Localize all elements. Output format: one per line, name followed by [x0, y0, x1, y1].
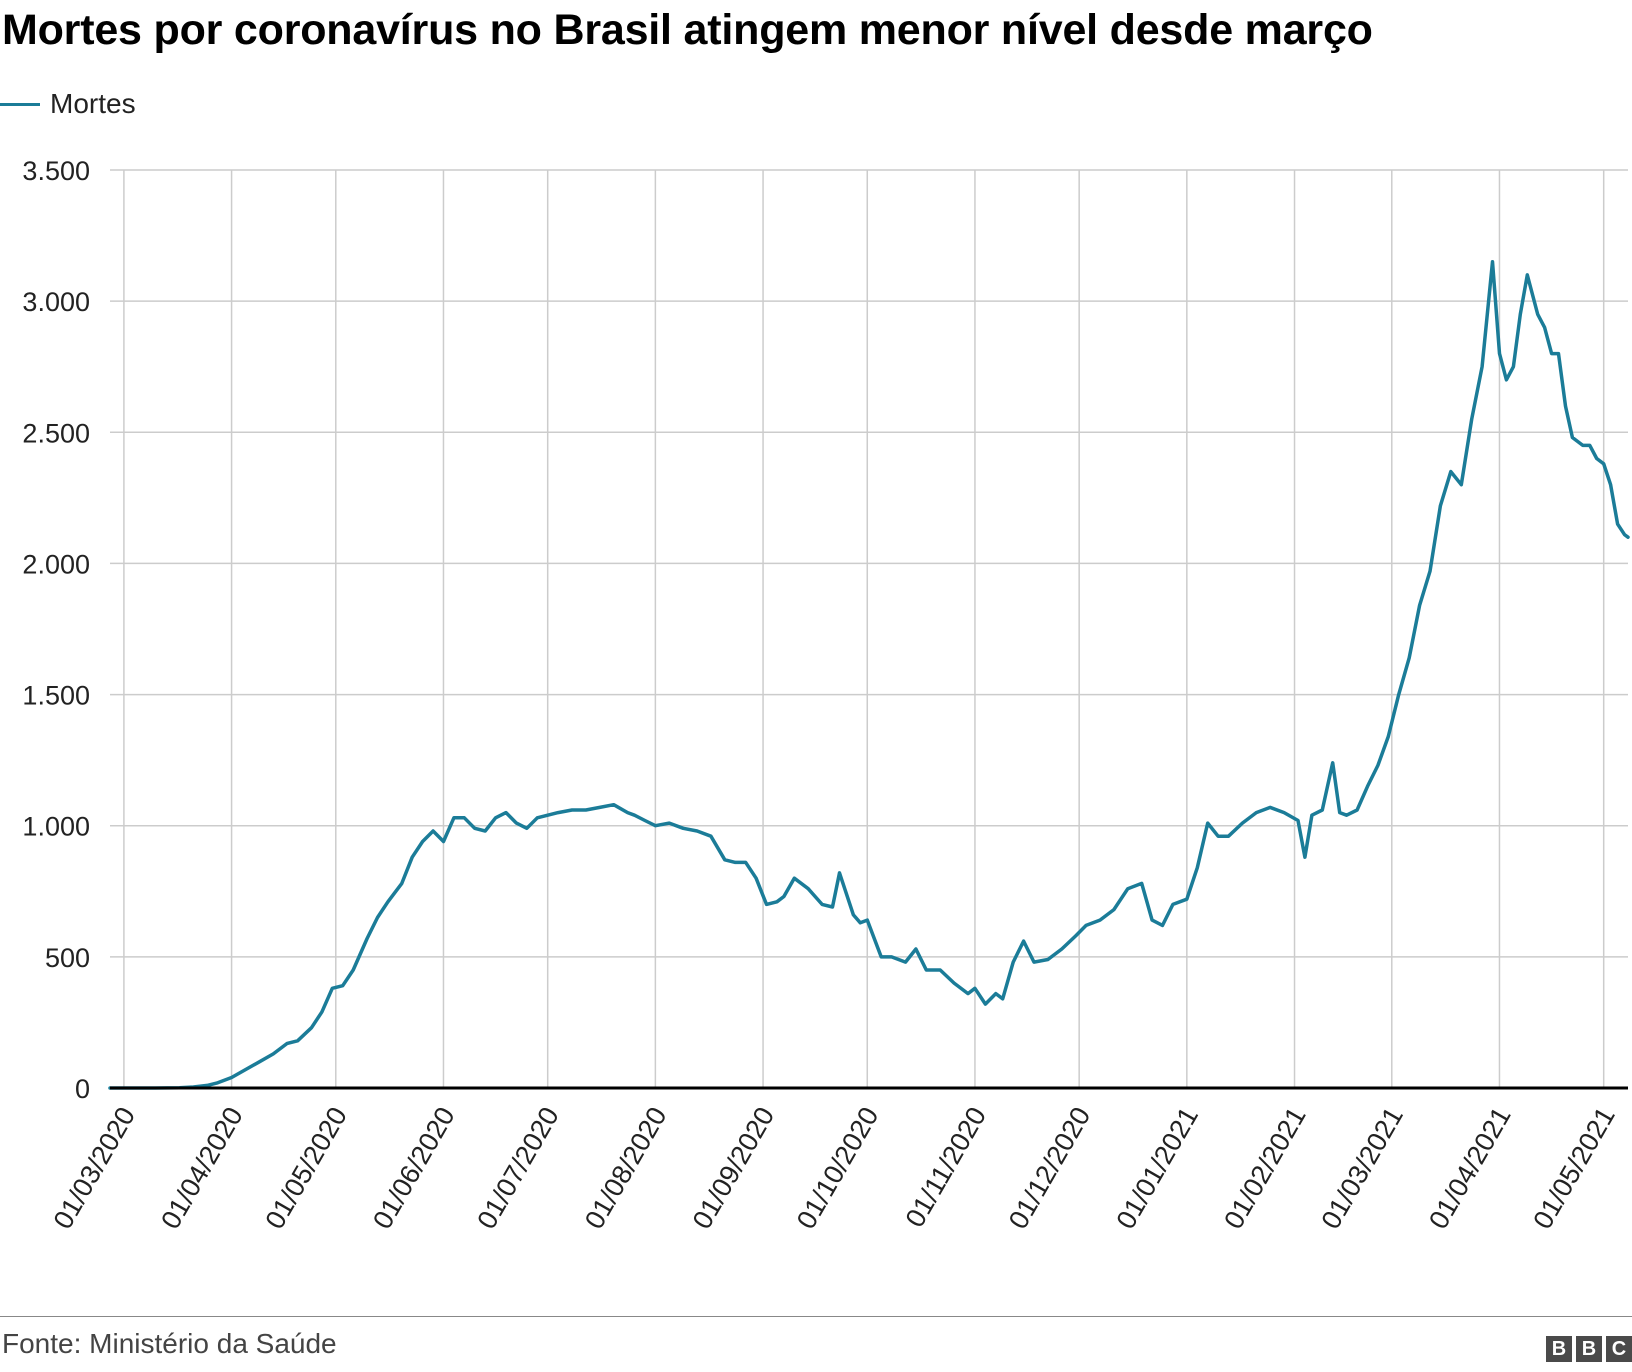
legend-label: Mortes	[50, 88, 136, 119]
y-tick-label: 1.000	[22, 812, 90, 842]
x-tick-label: 01/02/2021	[1218, 1102, 1312, 1234]
y-tick-label: 500	[45, 943, 90, 973]
x-tick-labels: 01/03/2020 01/04/2020 01/05/2020 01/06/2020…	[48, 1102, 1621, 1234]
logo-letter: C	[1606, 1336, 1632, 1362]
legend: Mortes	[0, 88, 136, 120]
y-tick-label: 2.000	[22, 549, 90, 579]
chart-title: Mortes por coronavírus no Brasil atingem…	[2, 6, 1373, 54]
x-tick-label: 01/09/2020	[687, 1102, 781, 1234]
y-gridlines	[110, 169, 1628, 958]
x-tick-label: 01/05/2021	[1527, 1102, 1621, 1234]
x-tick-label: 01/03/2020	[48, 1102, 142, 1234]
x-tick-label: 01/04/2020	[155, 1102, 249, 1234]
y-tick-label: 3.000	[22, 287, 90, 317]
x-tick-label: 01/01/2021	[1110, 1102, 1204, 1234]
y-tick-label: 2.500	[22, 418, 90, 448]
y-tick-label: 1.500	[22, 681, 90, 711]
legend-swatch	[0, 102, 40, 106]
footer-divider	[0, 1316, 1632, 1317]
x-tick-label: 01/03/2021	[1315, 1102, 1409, 1234]
x-tick-label: 01/11/2020	[900, 1102, 993, 1232]
x-tick-label: 01/04/2021	[1423, 1102, 1517, 1234]
x-tick-label: 01/10/2020	[791, 1102, 885, 1234]
logo-letter: B	[1576, 1336, 1602, 1362]
x-tick-label: 01/12/2020	[1003, 1102, 1097, 1234]
x-tick-label: 01/07/2020	[471, 1102, 565, 1234]
y-tick-label: 0	[75, 1074, 90, 1104]
bbc-logo: B B C	[1546, 1336, 1632, 1362]
x-tick-label: 01/05/2020	[259, 1102, 353, 1234]
x-tick-label: 01/08/2020	[579, 1102, 673, 1234]
logo-letter: B	[1546, 1336, 1572, 1362]
x-gridlines	[123, 170, 1605, 1088]
x-tick-label: 01/06/2020	[367, 1102, 461, 1234]
y-tick-labels: 0 500 1.000 1.500 2.000 2.500 3.000 3.500	[22, 156, 90, 1104]
line-chart: 0 500 1.000 1.500 2.000 2.500 3.000 3.500 01/03…	[22, 156, 1630, 1234]
source-note: Fonte: Ministério da Saúde	[2, 1328, 337, 1359]
series-line-mortes	[108, 260, 1630, 1090]
y-tick-label: 3.500	[22, 156, 90, 186]
